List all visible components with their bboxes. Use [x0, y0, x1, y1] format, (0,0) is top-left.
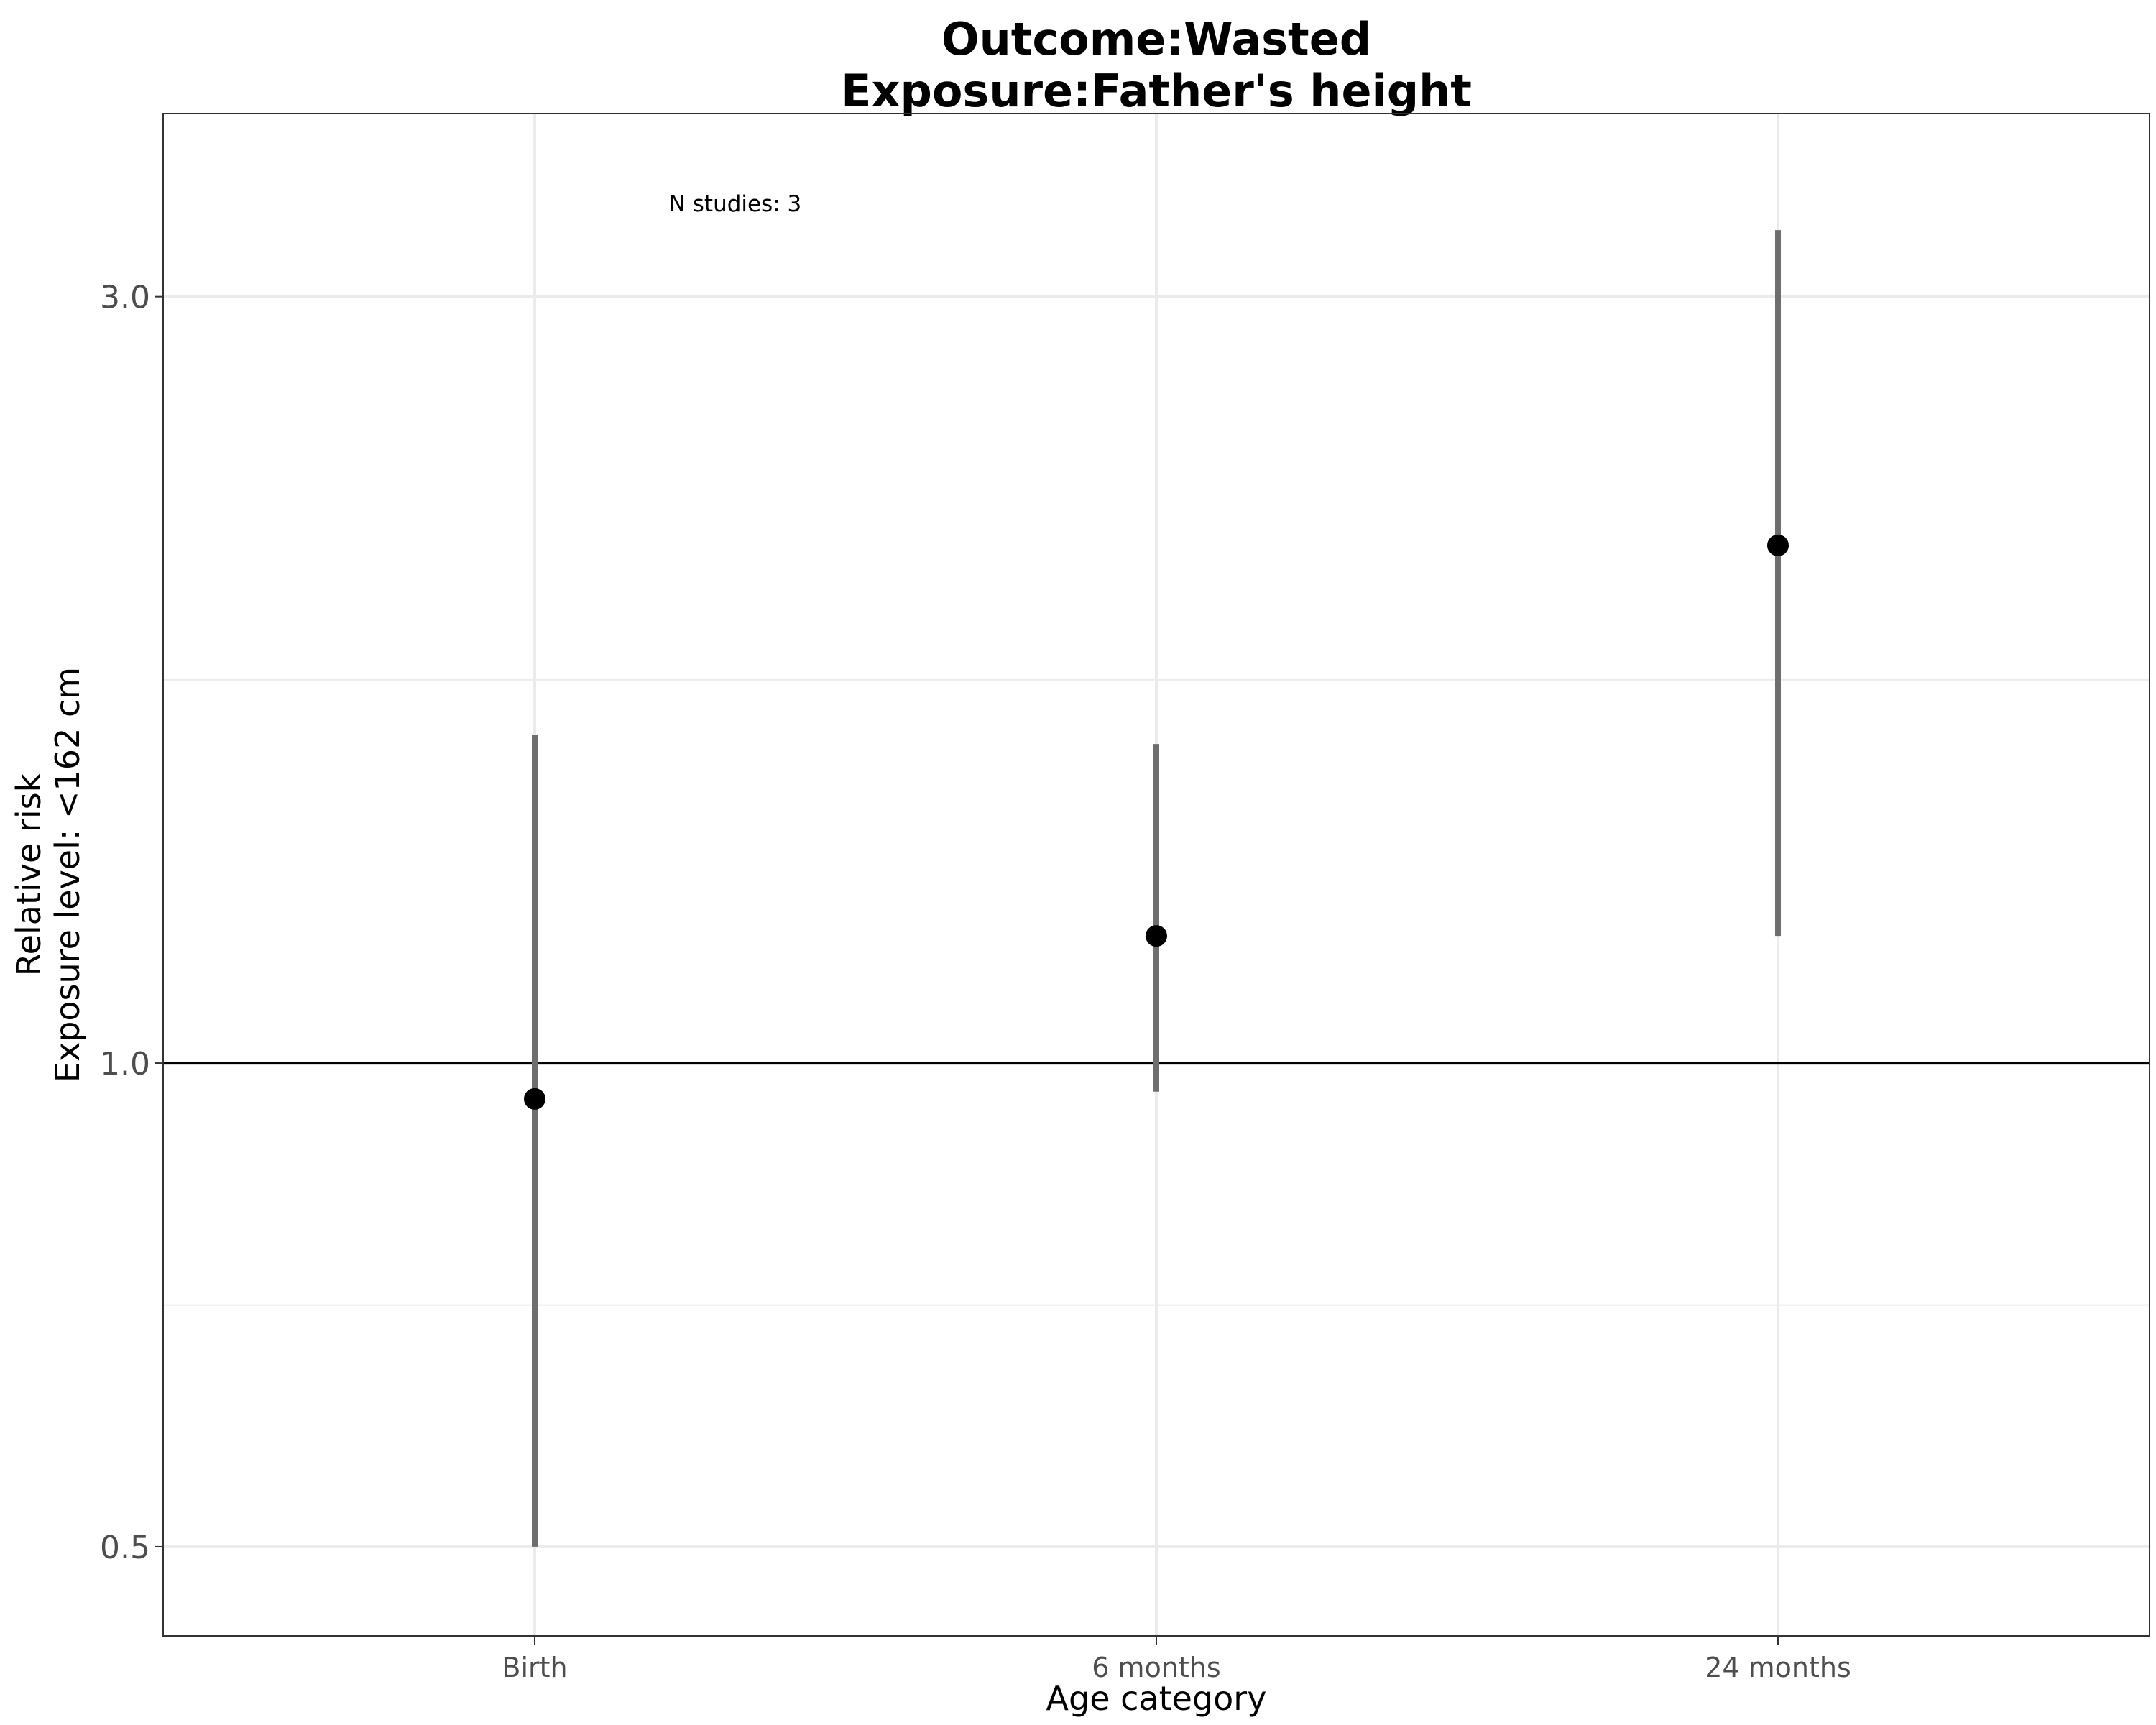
x-tick-label-2: 24 months	[1705, 1652, 1851, 1683]
point-estimate-1	[1146, 925, 1167, 947]
y-axis: 0.5 1.0 3.0	[100, 280, 163, 1566]
chart-title-line-1: Outcome:Wasted	[941, 13, 1371, 65]
n-studies-annotation: N studies: 3	[669, 191, 802, 217]
x-axis: Birth 6 months 24 months	[502, 1636, 1851, 1683]
chart-title-line-2: Exposure:Father's height	[841, 65, 1472, 117]
y-tick-label-2: 3.0	[100, 280, 150, 316]
y-axis-label-line-1: Relative risk	[9, 773, 48, 976]
y-axis-label: Relative risk Exposure level: <162 cm	[9, 667, 87, 1082]
x-tick-label-1: 6 months	[1092, 1652, 1220, 1683]
point-estimate-0	[524, 1087, 545, 1110]
confidence-intervals	[532, 230, 1781, 1547]
y-tick-label-1: 1.0	[100, 1046, 150, 1082]
y-tick-label-0: 0.5	[100, 1530, 150, 1566]
x-tick-label-0: Birth	[502, 1652, 567, 1683]
point-estimates	[524, 534, 1789, 1110]
x-axis-label: Age category	[1046, 1679, 1267, 1718]
y-axis-label-line-2: Exposure level: <162 cm	[48, 667, 87, 1082]
point-estimate-2	[1767, 534, 1789, 556]
